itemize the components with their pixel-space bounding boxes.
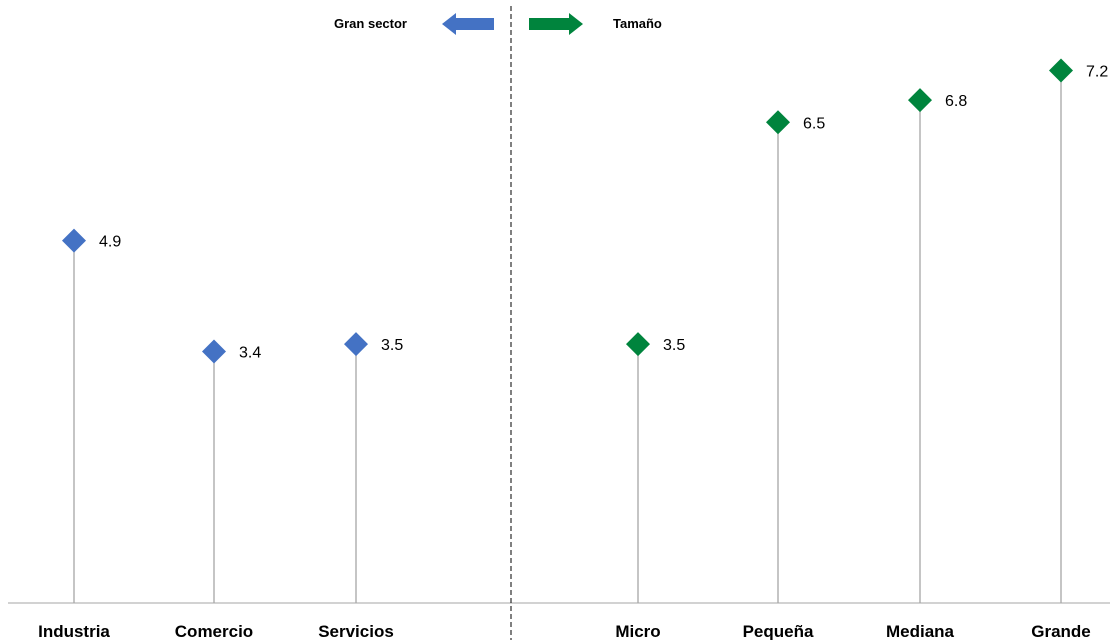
legend-left-label: Gran sector [334, 16, 407, 31]
category-label-grande: Grande [1031, 622, 1091, 640]
arrow-left-icon [442, 13, 494, 35]
marker-servicios [344, 332, 368, 357]
category-label-micro: Micro [615, 622, 660, 640]
arrow-right-icon [529, 13, 583, 35]
chart-marks: 4.9 Industria 3.4 Comercio 3.5 Servicios 3.5 Mi… [38, 58, 1108, 640]
marker-mediana [908, 88, 932, 113]
category-label-comercio: Comercio [175, 622, 253, 640]
value-label-micro: 3.5 [663, 337, 685, 354]
category-label-mediana: Mediana [886, 622, 955, 640]
marker-comercio [202, 339, 226, 364]
category-label-pequena: Pequeña [743, 622, 814, 640]
marker-industria [62, 228, 86, 253]
value-label-industria: 4.9 [99, 234, 121, 251]
value-label-comercio: 3.4 [239, 345, 261, 362]
legend-right-label: Tamaño [613, 16, 662, 31]
value-label-servicios: 3.5 [381, 337, 403, 354]
legend: Gran sector Tamaño [334, 13, 662, 35]
marker-pequena [766, 110, 790, 135]
value-label-mediana: 6.8 [945, 93, 967, 110]
category-label-servicios: Servicios [318, 622, 394, 640]
value-label-pequena: 6.5 [803, 115, 825, 132]
marker-micro [626, 332, 650, 357]
marker-grande [1049, 58, 1073, 83]
value-label-grande: 7.2 [1086, 64, 1108, 81]
category-label-industria: Industria [38, 622, 110, 640]
